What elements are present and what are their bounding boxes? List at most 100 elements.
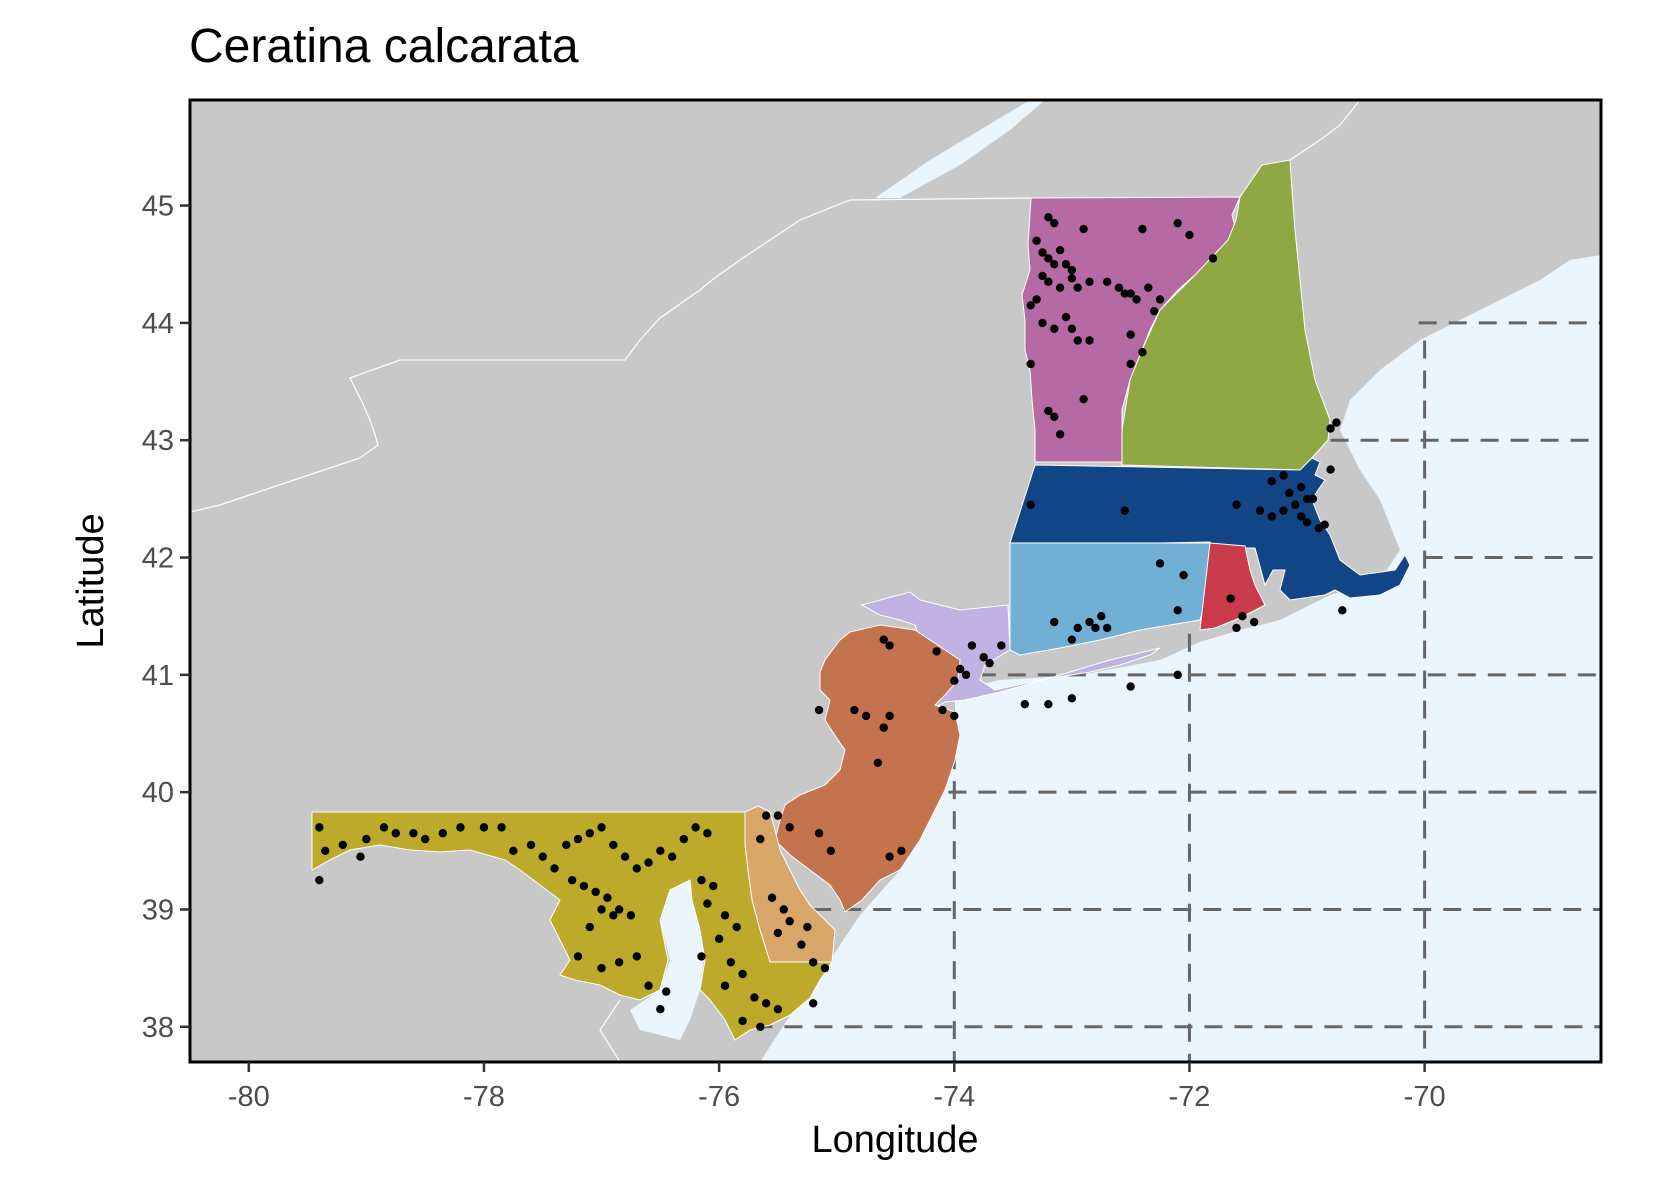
occurrence-point bbox=[573, 952, 583, 961]
y-tick-label: 41 bbox=[142, 660, 174, 692]
occurrence-point bbox=[656, 846, 665, 856]
x-tick-label: -74 bbox=[933, 1081, 975, 1113]
occurrence-point bbox=[538, 852, 547, 861]
occurrence-point bbox=[667, 852, 677, 861]
occurrence-point bbox=[379, 823, 389, 832]
occurrence-point bbox=[720, 911, 730, 920]
occurrence-point bbox=[1097, 611, 1106, 621]
occurrence-point bbox=[1232, 500, 1241, 509]
occurrence-point bbox=[1114, 283, 1124, 292]
occurrence-point bbox=[550, 864, 559, 873]
occurrence-point bbox=[1044, 277, 1053, 287]
occurrence-point bbox=[1179, 570, 1188, 580]
occurrence-point bbox=[420, 834, 430, 844]
occurrence-point bbox=[1044, 213, 1053, 222]
occurrence-point bbox=[703, 899, 712, 908]
occurrence-point bbox=[1055, 283, 1065, 292]
occurrence-point bbox=[391, 829, 400, 838]
occurrence-point bbox=[1055, 430, 1065, 439]
occurrence-point bbox=[1267, 477, 1276, 486]
chart-title: Ceratina calcarata bbox=[189, 20, 579, 73]
occurrence-point bbox=[720, 981, 730, 990]
occurrence-point bbox=[1061, 312, 1071, 322]
occurrence-point bbox=[885, 641, 894, 650]
occurrence-point bbox=[656, 1005, 665, 1014]
occurrence-point bbox=[609, 840, 618, 850]
occurrence-point bbox=[950, 676, 959, 685]
x-tick-label: -70 bbox=[1404, 1081, 1446, 1113]
occurrence-point bbox=[1032, 236, 1041, 245]
occurrence-point bbox=[497, 823, 506, 832]
occurrence-point bbox=[750, 993, 759, 1002]
occurrence-point bbox=[955, 664, 965, 674]
occurrence-point bbox=[773, 928, 783, 938]
occurrence-point bbox=[1185, 230, 1194, 240]
occurrence-point bbox=[567, 875, 577, 885]
x-tick-label: -76 bbox=[698, 1081, 740, 1113]
x-axis-title: Longitude bbox=[812, 1119, 979, 1161]
occurrence-point bbox=[732, 922, 741, 932]
occurrence-point bbox=[356, 852, 365, 861]
occurrence-point bbox=[1173, 218, 1182, 228]
occurrence-point bbox=[709, 881, 718, 891]
x-axis: -80 -78 -76 -74 -72 -70 bbox=[228, 1062, 1446, 1113]
occurrence-point bbox=[814, 705, 824, 715]
occurrence-point bbox=[961, 670, 971, 680]
occurrence-point bbox=[662, 987, 671, 996]
occurrence-point bbox=[756, 834, 765, 844]
occurrence-point bbox=[1067, 324, 1077, 333]
occurrence-point bbox=[979, 653, 988, 662]
occurrence-point bbox=[1255, 506, 1265, 515]
occurrence-point bbox=[1267, 512, 1276, 521]
occurrence-point bbox=[879, 723, 888, 732]
occurrence-point bbox=[814, 829, 824, 838]
occurrence-point bbox=[315, 823, 324, 832]
occurrence-point bbox=[1126, 359, 1135, 369]
panel-border bbox=[188, 98, 1603, 1064]
map-panel bbox=[190, 100, 1601, 1062]
occurrence-point bbox=[585, 829, 594, 838]
occurrence-point bbox=[1020, 699, 1030, 709]
occurrence-point bbox=[1144, 283, 1153, 292]
occurrence-point bbox=[597, 905, 606, 914]
occurrence-point bbox=[873, 758, 883, 768]
occurrence-point bbox=[1320, 520, 1329, 529]
occurrence-point bbox=[797, 940, 806, 949]
occurrence-point bbox=[1073, 336, 1082, 345]
occurrence-point bbox=[1073, 283, 1082, 292]
y-axis: 38 39 40 41 42 43 44 45 bbox=[142, 191, 190, 1044]
occurrence-point bbox=[779, 905, 788, 914]
occurrence-point bbox=[1050, 260, 1059, 269]
occurrence-point bbox=[808, 999, 818, 1008]
occurrence-point bbox=[509, 846, 518, 856]
occurrence-point bbox=[526, 840, 536, 850]
occurrence-point bbox=[703, 829, 712, 838]
occurrence-point bbox=[1332, 418, 1341, 427]
occurrence-point bbox=[938, 705, 947, 715]
occurrence-point bbox=[714, 934, 724, 944]
occurrence-point bbox=[614, 958, 624, 967]
occurrence-point bbox=[985, 658, 994, 668]
chesapeake-bay bbox=[630, 860, 705, 1040]
occurrence-point bbox=[1126, 682, 1135, 691]
occurrence-point bbox=[967, 641, 977, 650]
y-tick-label: 38 bbox=[142, 1012, 174, 1044]
y-tick-label: 39 bbox=[142, 894, 174, 926]
occurrence-point bbox=[1208, 254, 1218, 263]
occurrence-point bbox=[1126, 330, 1135, 339]
occurrence-point bbox=[1044, 406, 1053, 416]
occurrence-point bbox=[1291, 500, 1300, 509]
y-tick-label: 42 bbox=[142, 543, 174, 575]
occurrence-point bbox=[997, 641, 1006, 650]
occurrence-point bbox=[861, 711, 871, 721]
occurrence-point bbox=[885, 711, 894, 721]
occurrence-point bbox=[597, 823, 606, 832]
occurrence-point bbox=[1126, 289, 1135, 298]
occurrence-point bbox=[1067, 635, 1077, 644]
occurrence-point bbox=[479, 823, 489, 832]
occurrence-point bbox=[738, 1016, 747, 1026]
occurrence-point bbox=[609, 911, 618, 920]
x-tick-label: -80 bbox=[228, 1081, 270, 1113]
occurrence-point bbox=[1050, 412, 1059, 421]
